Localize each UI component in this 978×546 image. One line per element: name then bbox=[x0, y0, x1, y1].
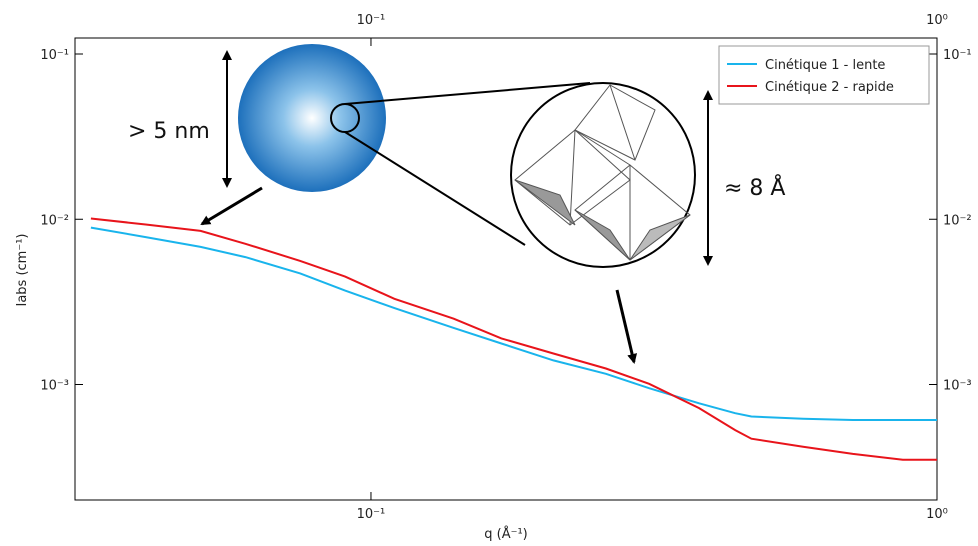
y-tick-label-right: 10⁻³ bbox=[943, 379, 972, 394]
x-tick-label-top: 10⁰ bbox=[926, 13, 948, 28]
y-tick-label: 10⁻¹ bbox=[40, 48, 69, 63]
y-tick-label-right: 10⁻² bbox=[943, 213, 972, 228]
illustration bbox=[200, 44, 713, 364]
y-tick-label: 10⁻³ bbox=[40, 379, 69, 394]
x-tick-label: 10⁻¹ bbox=[357, 507, 386, 522]
legend-label: Cinétique 1 - lente bbox=[765, 58, 885, 73]
plot-frame bbox=[74, 37, 938, 501]
x-axis-label: q (Å⁻¹) bbox=[484, 526, 528, 542]
x-tick-label-top: 10⁻¹ bbox=[357, 13, 386, 28]
series-line bbox=[90, 217, 937, 461]
x-tick-label: 10⁰ bbox=[926, 507, 948, 522]
series-line bbox=[90, 226, 937, 421]
legend-box bbox=[718, 45, 930, 105]
y-tick-label-right: 10⁻¹ bbox=[943, 48, 972, 63]
legend-label: Cinétique 2 - rapide bbox=[765, 80, 894, 95]
annotation: > 5 nm bbox=[128, 119, 210, 144]
annotation: ≈ 8 Å bbox=[724, 174, 785, 201]
y-tick-label: 10⁻² bbox=[40, 213, 69, 228]
y-axis-label: Iabs (cm⁻¹) bbox=[15, 234, 30, 307]
